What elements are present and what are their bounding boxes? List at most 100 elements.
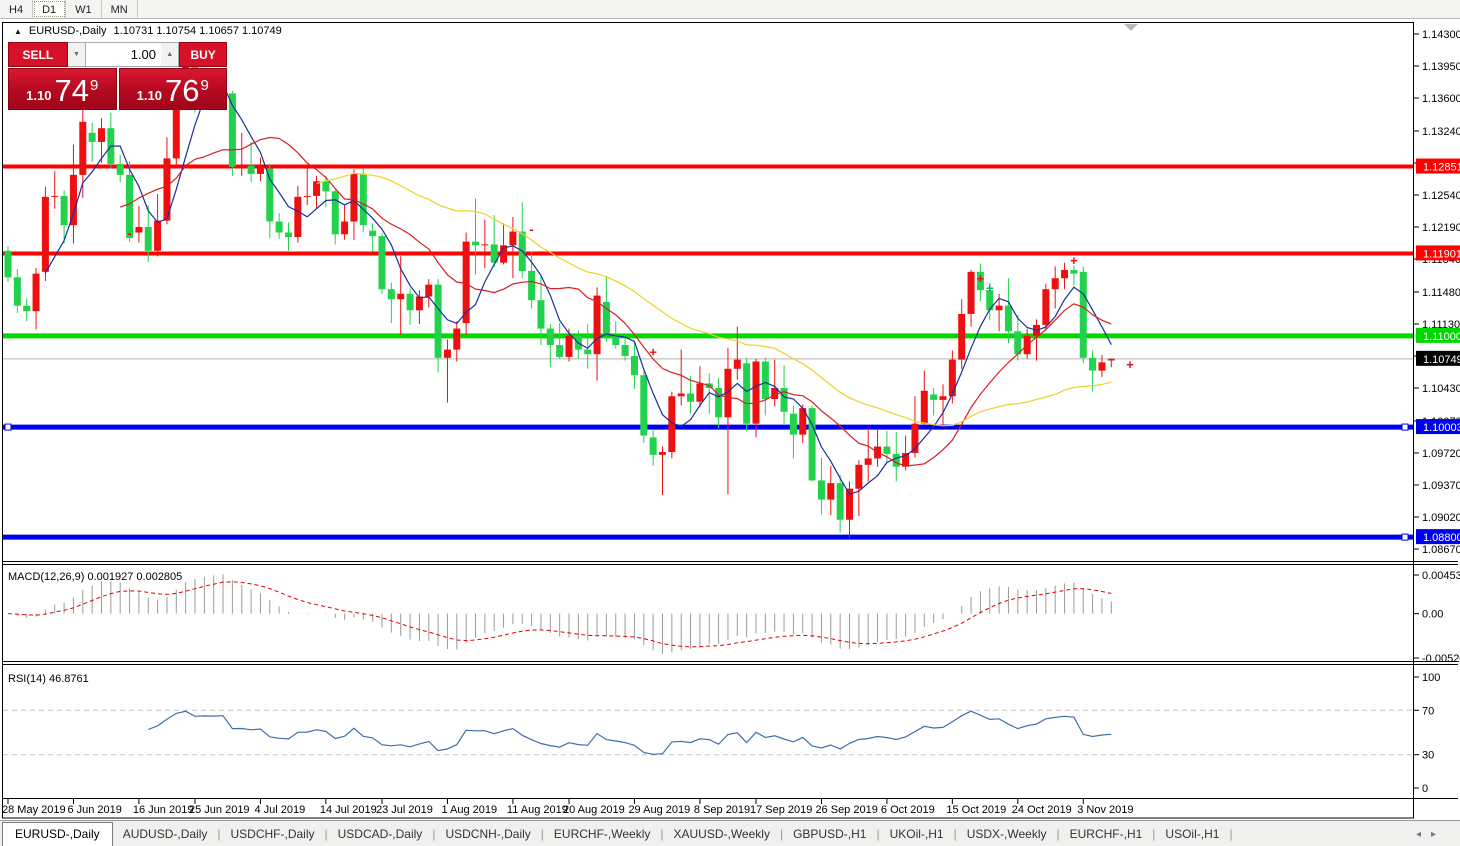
candle-body	[761, 361, 769, 399]
timeframe-button-h4[interactable]: H4	[0, 0, 34, 18]
sell-price-point: 9	[89, 77, 99, 94]
candle-body	[4, 250, 12, 278]
candle-body	[144, 227, 152, 251]
date-axis-label: 3 Nov 2019	[1077, 804, 1133, 816]
candle-body	[1098, 362, 1106, 371]
symbol-tab-xauusd-weekly[interactable]: XAUUSD-,Weekly	[673, 827, 770, 841]
date-axis-label: 4 Jul 2019	[254, 804, 305, 816]
candle-body	[1107, 358, 1115, 361]
date-axis-label: 25 Jun 2019	[189, 804, 250, 816]
candle-body	[60, 195, 68, 226]
rsi-axis-label: 30	[1422, 750, 1434, 762]
price-axis-label: 1.13240	[1422, 126, 1460, 138]
timeframe-button-d1[interactable]: D1	[33, 0, 67, 18]
price-axis-label: 1.09370	[1422, 480, 1460, 492]
timeframe-button-w1[interactable]: W1	[66, 0, 102, 18]
candle-body	[154, 220, 162, 251]
candle-body	[630, 355, 638, 376]
symbol-tab-eurchf-weekly[interactable]: EURCHF-,Weekly	[553, 827, 651, 841]
candle-body	[331, 191, 339, 235]
candle-body	[846, 488, 853, 520]
timeframe-toolbar: H4 D1 W1 MN	[0, 0, 1460, 19]
symbol-tab-usdcnh-daily[interactable]: USDCNH-,Daily	[445, 827, 531, 841]
candle-body	[509, 231, 517, 246]
candle-body	[453, 328, 461, 350]
level-price-label: 1.08800	[1423, 532, 1460, 544]
candle-body	[1004, 305, 1012, 332]
symbol-tab-bar: EURUSD-,Daily AUDUSD-,Daily | USDCHF-,Daily…	[0, 820, 1460, 846]
candle-body	[247, 165, 255, 174]
volume-input[interactable]	[86, 42, 162, 67]
candle-body	[1042, 289, 1050, 325]
symbol-tab-usdchf-daily[interactable]: USDCHF-,Daily	[230, 827, 315, 841]
candle-body	[266, 168, 274, 222]
tab-separator: |	[540, 827, 544, 841]
candle-body	[537, 300, 545, 329]
symbol-tab-eurusd-daily[interactable]: EURUSD-,Daily	[2, 821, 113, 846]
candle-body	[285, 232, 292, 238]
price-axis-label: 1.09020	[1422, 512, 1460, 524]
tab-scroll-arrows[interactable]: ◂▸	[1415, 828, 1446, 840]
candle-body	[677, 393, 685, 397]
sell-button[interactable]: SELL	[8, 42, 68, 67]
candle-body	[584, 349, 592, 355]
candle-body	[640, 375, 648, 436]
tab-separator: |	[432, 827, 436, 841]
candles-layer	[4, 50, 1115, 539]
tab-separator: |	[217, 827, 221, 841]
candle-body	[313, 181, 321, 196]
price-axis-label: 1.13950	[1422, 61, 1460, 73]
volume-increase-button[interactable]: ▲	[161, 42, 180, 67]
trade-marker: -	[529, 222, 533, 237]
symbol-tab-eurchf-h1[interactable]: EURCHF-,H1	[1069, 827, 1143, 841]
rsi-axis-label: 0	[1422, 783, 1428, 795]
candle-body	[902, 452, 910, 467]
candle-body	[1051, 278, 1059, 290]
symbol-tab-gbpusd-h1[interactable]: GBPUSD-,H1	[793, 827, 867, 841]
candle-body	[500, 245, 508, 263]
candle-body	[1061, 270, 1069, 279]
candle-body	[986, 290, 994, 311]
candle-body	[948, 359, 956, 397]
price-axis-label: 1.12540	[1422, 190, 1460, 202]
candle-body	[668, 396, 676, 453]
candle-body	[612, 334, 620, 346]
price-axis-label: 1.14300	[1422, 29, 1460, 41]
candle-body	[930, 394, 938, 400]
date-axis-label: 15 Oct 2019	[946, 804, 1006, 816]
buy-button[interactable]: BUY	[179, 42, 227, 67]
sell-price-box[interactable]: 1.10 74 9	[8, 68, 117, 110]
level-handle[interactable]	[1401, 423, 1409, 431]
level-handle[interactable]	[4, 423, 12, 431]
ohlc-values: 1.10731 1.10754 1.10657 1.10749	[113, 25, 282, 37]
buy-price-box[interactable]: 1.10 76 9	[118, 68, 227, 110]
level-price-label-bg	[1416, 158, 1460, 174]
symbol-tab-usdcad-daily[interactable]: USDCAD-,Daily	[337, 827, 423, 841]
candle-body	[958, 313, 966, 360]
trade-marker: -	[296, 211, 300, 226]
collapse-panel-icon[interactable]: ▲	[14, 26, 22, 36]
timeframe-button-mn[interactable]: MN	[102, 0, 138, 18]
level-price-label-bg	[1416, 245, 1460, 261]
trade-marker: +	[986, 280, 994, 295]
symbol-tab-usdx-weekly[interactable]: USDX-,Weekly	[966, 827, 1047, 841]
candle-body	[602, 302, 610, 335]
symbol-name: EURUSD-,Daily	[28, 25, 107, 37]
volume-decrease-button[interactable]: ▼	[67, 42, 87, 67]
candle-body	[528, 270, 536, 301]
tab-separator: |	[953, 827, 957, 841]
symbol-tab-ukoil-h1[interactable]: UKOil-,H1	[889, 827, 944, 841]
date-axis-label: 23 Jul 2019	[376, 804, 433, 816]
ma-line-34	[316, 172, 1112, 427]
macd-label: MACD(12,26,9) 0.001927 0.002805	[8, 571, 182, 583]
level-handle[interactable]	[1401, 533, 1409, 541]
buy-price-prefix: 1.10	[136, 88, 162, 103]
symbol-tab-usoil-h1[interactable]: USOil-,H1	[1165, 827, 1220, 841]
candle-body	[1070, 270, 1078, 274]
rsi-axis-label: 100	[1422, 672, 1440, 684]
symbol-tab-audusd-daily[interactable]: AUDUSD-,Daily	[122, 827, 208, 841]
candle-body	[565, 335, 573, 357]
candle-body	[1079, 271, 1087, 358]
tab-separator: |	[1056, 827, 1060, 841]
